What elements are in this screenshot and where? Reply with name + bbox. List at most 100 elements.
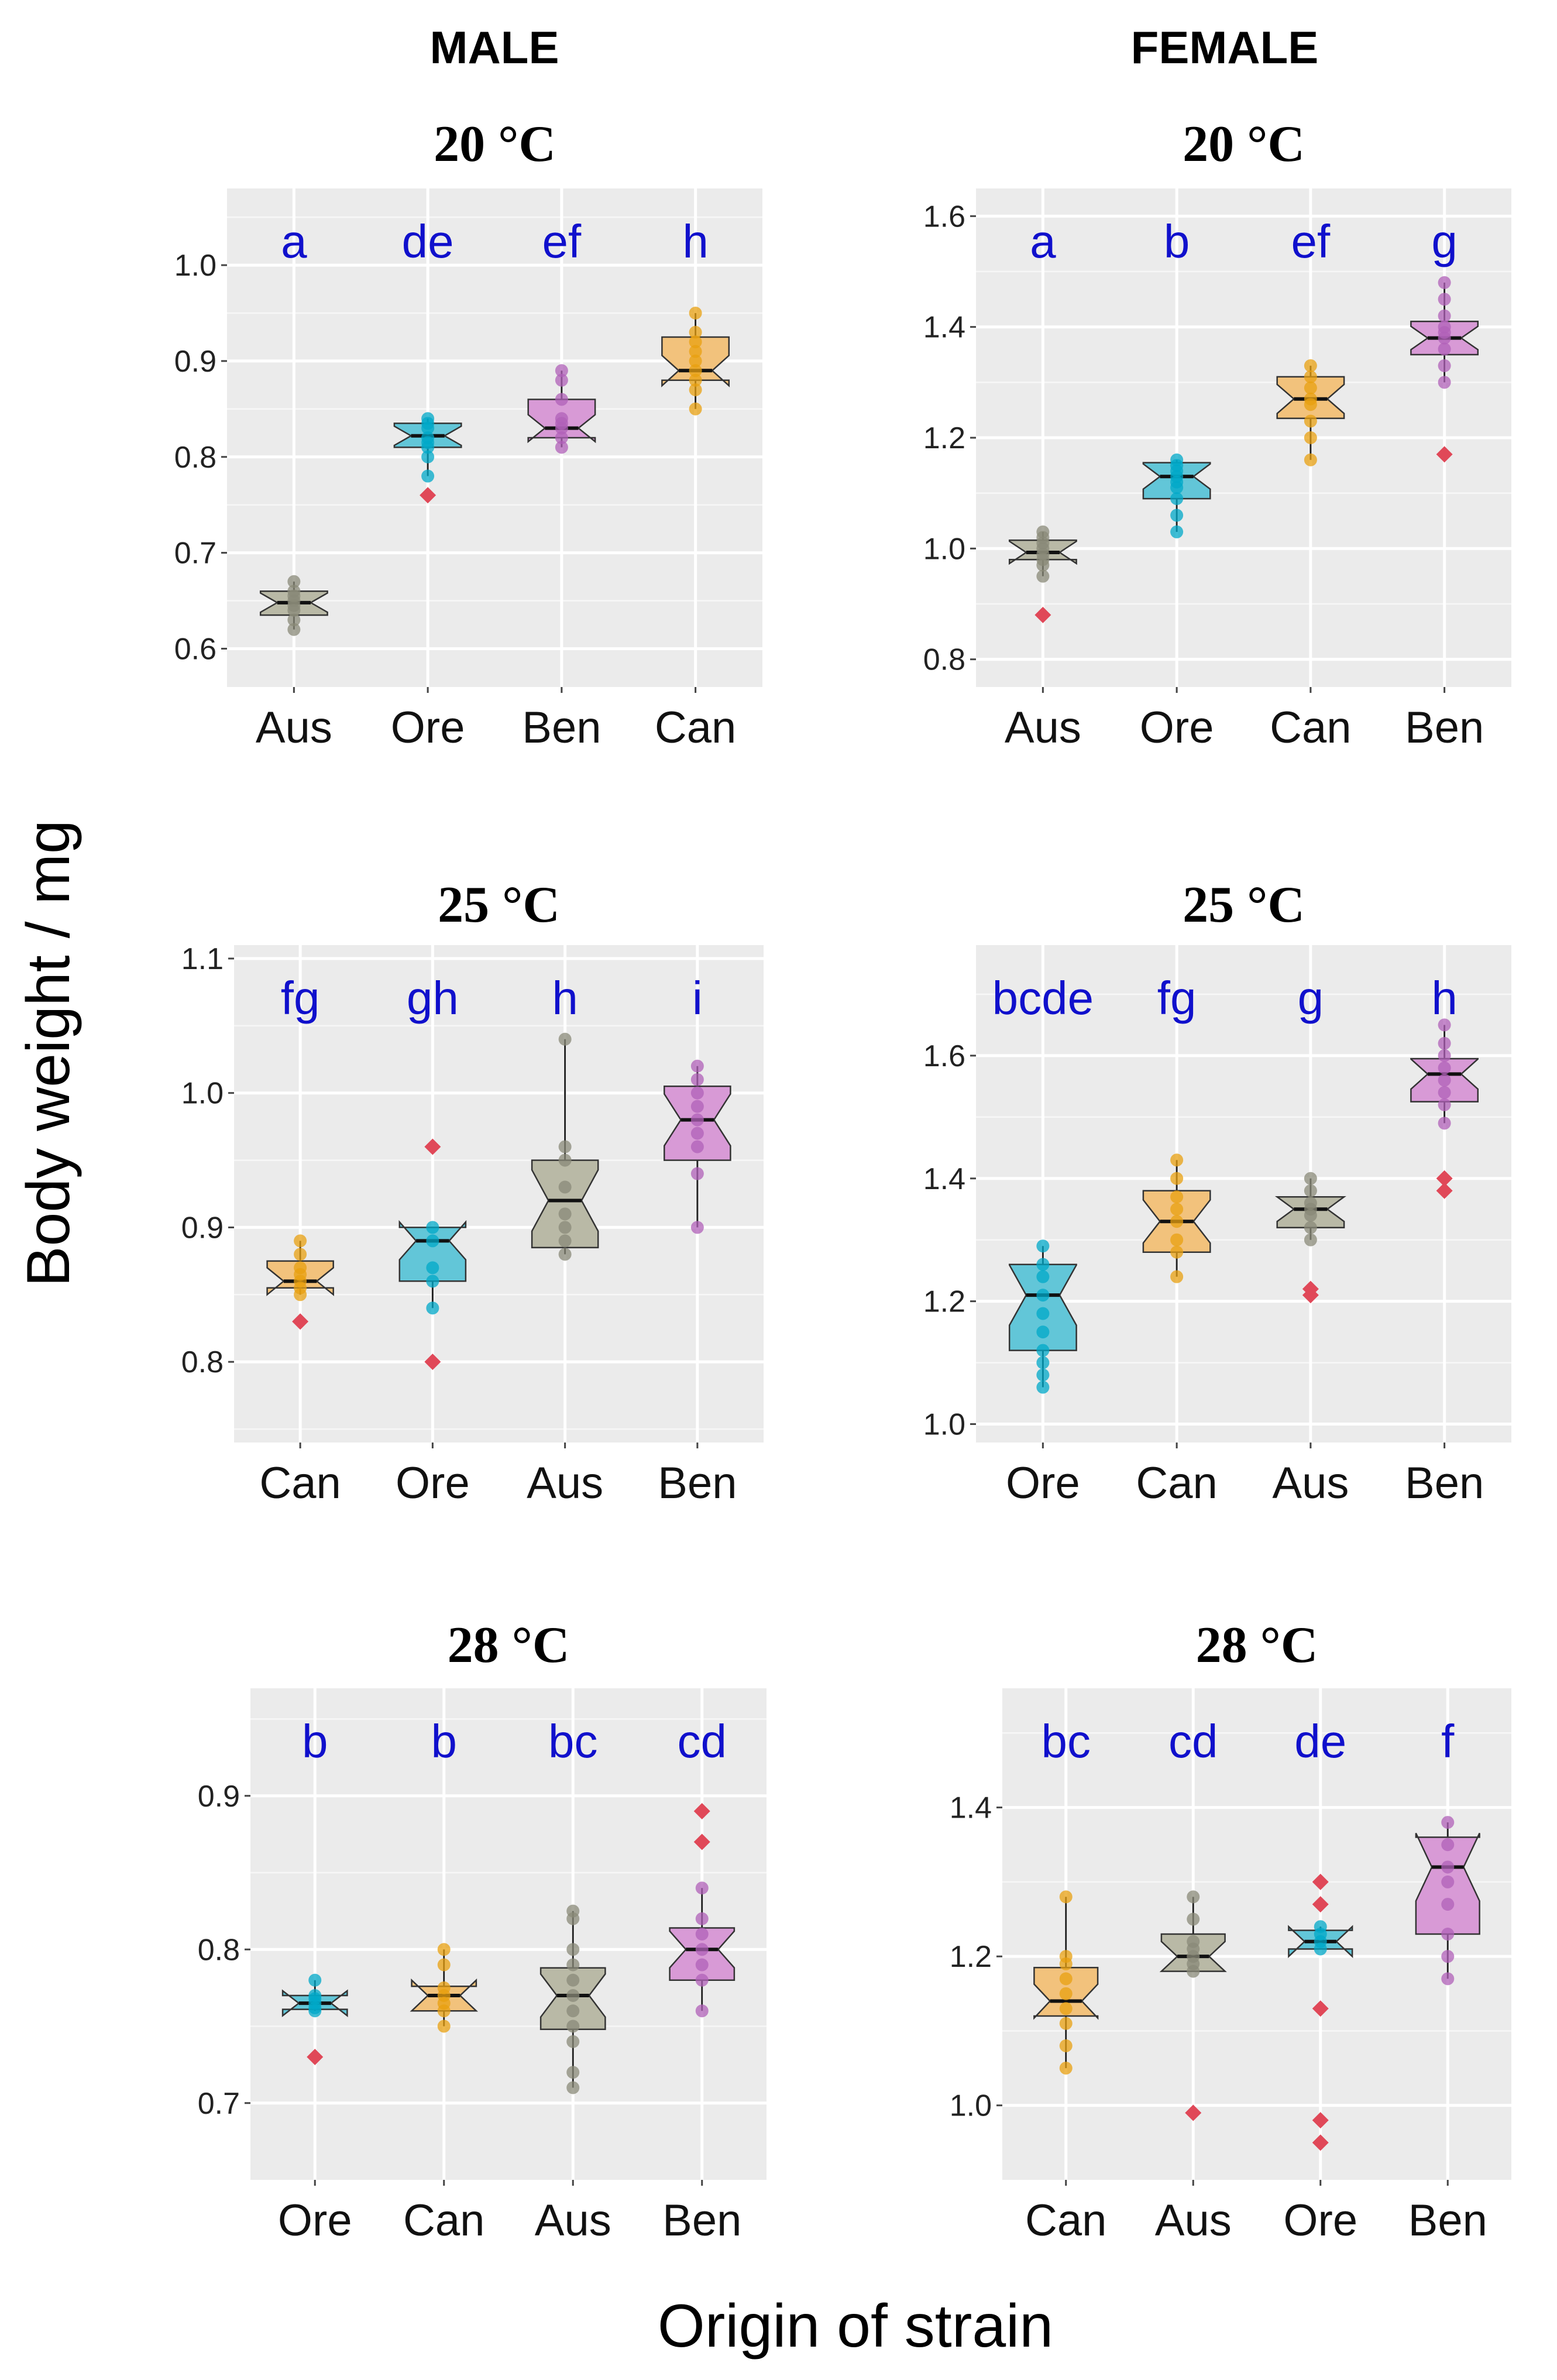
box-can bbox=[1276, 359, 1345, 466]
box-ore bbox=[398, 1138, 467, 1371]
panel-title: 28 °C bbox=[1196, 1617, 1318, 1674]
data-point bbox=[287, 613, 301, 627]
y-tick-label: 1.4 bbox=[923, 311, 965, 345]
x-tick-label: Aus bbox=[256, 703, 332, 753]
x-tick-label: Aus bbox=[1272, 1458, 1349, 1508]
data-point bbox=[558, 1032, 572, 1046]
x-tick-label: Ben bbox=[1408, 2196, 1487, 2245]
y-tick-label: 0.6 bbox=[174, 632, 216, 666]
data-point bbox=[1304, 453, 1317, 466]
data-point bbox=[1170, 1153, 1184, 1167]
data-point bbox=[555, 393, 568, 406]
outlier-point bbox=[1312, 2112, 1329, 2129]
x-tick-label: Ore bbox=[278, 2196, 352, 2245]
significance-letter: b bbox=[1164, 215, 1190, 267]
data-point bbox=[1304, 381, 1317, 394]
data-point bbox=[566, 2020, 580, 2033]
data-point bbox=[1438, 293, 1451, 306]
outlier-point bbox=[424, 1354, 441, 1371]
data-point bbox=[695, 1973, 709, 1987]
significance-letter: a bbox=[281, 215, 307, 267]
significance-letter: de bbox=[1294, 1715, 1346, 1767]
x-tick-label: Ore bbox=[391, 703, 465, 753]
y-tick-label: 0.8 bbox=[198, 1933, 240, 1967]
data-point bbox=[1059, 2039, 1073, 2052]
data-point bbox=[1438, 309, 1451, 322]
data-point bbox=[1036, 1380, 1050, 1394]
significance-letter: de bbox=[402, 215, 454, 267]
data-point bbox=[566, 1958, 580, 1972]
data-point bbox=[558, 1207, 572, 1221]
data-point bbox=[555, 373, 568, 387]
outlier-point bbox=[420, 487, 436, 504]
panel-background bbox=[234, 945, 764, 1443]
y-tick-label: 1.1 bbox=[181, 942, 224, 976]
box-aus bbox=[1159, 1890, 1227, 2121]
data-point bbox=[426, 1301, 439, 1315]
significance-letter: g bbox=[1431, 215, 1458, 267]
data-point bbox=[1187, 1912, 1200, 1926]
data-point bbox=[1059, 1987, 1073, 2000]
box-body bbox=[398, 1220, 467, 1282]
panel-1: 0.6 0.7 0.8 0.9 1.0 20 °C a Aus de Ore ef Ben h Can bbox=[174, 116, 762, 753]
y-tick-label: 0.7 bbox=[198, 2087, 240, 2121]
male-header: MALE bbox=[430, 22, 559, 73]
box-aus bbox=[259, 575, 328, 636]
x-tick-label: Ben bbox=[658, 1458, 737, 1508]
data-point bbox=[1438, 1049, 1451, 1062]
data-point bbox=[437, 1981, 451, 1994]
data-point bbox=[1441, 1860, 1455, 1874]
box-aus bbox=[1008, 525, 1077, 623]
data-point bbox=[1441, 1950, 1455, 1963]
data-point bbox=[1314, 1920, 1327, 1933]
data-point bbox=[1441, 1816, 1455, 1829]
data-point bbox=[690, 1073, 704, 1086]
data-point bbox=[1036, 1344, 1050, 1357]
data-point bbox=[566, 2004, 580, 2018]
data-point bbox=[689, 354, 702, 368]
box-aus bbox=[1274, 1172, 1346, 1304]
box-ore bbox=[1288, 1873, 1353, 2151]
data-point bbox=[695, 1943, 709, 1956]
data-point bbox=[1438, 1061, 1451, 1074]
data-point bbox=[1170, 1233, 1184, 1246]
data-point bbox=[426, 1234, 439, 1248]
data-point bbox=[689, 345, 702, 358]
y-tick-label: 1.0 bbox=[923, 532, 965, 566]
outlier-point bbox=[1436, 1170, 1453, 1187]
outlier-point bbox=[1436, 446, 1453, 463]
data-point bbox=[1304, 1172, 1317, 1185]
data-point bbox=[1304, 370, 1317, 383]
data-point bbox=[695, 1958, 709, 1972]
data-point bbox=[294, 1248, 307, 1261]
data-point bbox=[689, 307, 702, 320]
data-point bbox=[1438, 342, 1451, 356]
x-tick-label: Aus bbox=[535, 2196, 611, 2245]
y-tick-label: 1.2 bbox=[923, 421, 965, 455]
data-point bbox=[566, 2081, 580, 2094]
data-point bbox=[1170, 1203, 1184, 1216]
y-axis-title: Body weight / mg bbox=[15, 820, 83, 1287]
data-point bbox=[1059, 2017, 1073, 2030]
data-point bbox=[558, 1140, 572, 1153]
box-can bbox=[661, 307, 730, 415]
box-ben bbox=[1410, 276, 1479, 463]
y-tick-label: 0.8 bbox=[181, 1345, 224, 1379]
data-point bbox=[1170, 1172, 1184, 1185]
data-point bbox=[1438, 276, 1451, 289]
box-aus bbox=[539, 1904, 606, 2094]
data-point bbox=[690, 1086, 704, 1100]
significance-letter: h bbox=[682, 215, 709, 267]
data-point bbox=[689, 373, 702, 387]
data-point bbox=[695, 1881, 709, 1895]
significance-letter: fg bbox=[1157, 972, 1197, 1024]
y-tick-label: 1.4 bbox=[923, 1162, 965, 1196]
box-can bbox=[266, 1234, 334, 1330]
data-point bbox=[1170, 492, 1184, 506]
data-point bbox=[437, 1943, 451, 1956]
data-point bbox=[1438, 1098, 1451, 1111]
box-ore bbox=[281, 1973, 348, 2065]
data-point bbox=[690, 1140, 704, 1153]
y-tick-label: 1.0 bbox=[950, 2089, 992, 2123]
data-point bbox=[1036, 1239, 1050, 1253]
